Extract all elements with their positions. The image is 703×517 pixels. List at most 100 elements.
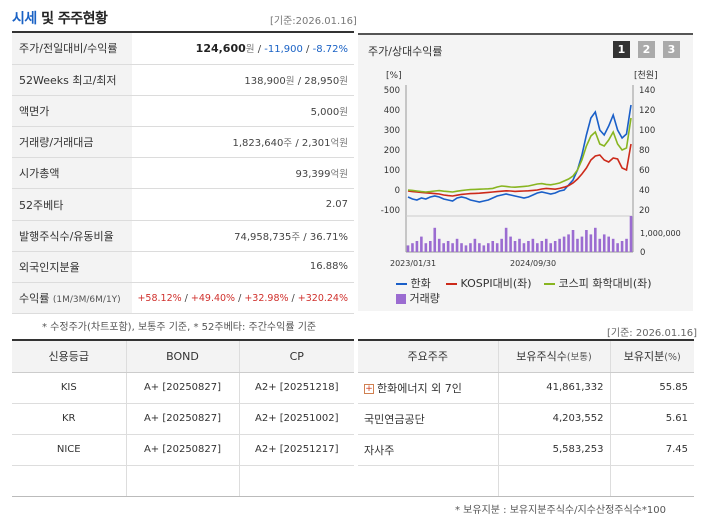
ownership-pct: 7.45 bbox=[610, 434, 694, 466]
row-label: 수익률 (1M/3M/6M/1Y) bbox=[12, 282, 132, 315]
empty-cell bbox=[610, 465, 694, 497]
value: 1,823,640 bbox=[232, 138, 284, 150]
row-label: 시가총액 bbox=[12, 157, 132, 190]
holder-name-cell: + 한화에너지 외 7인 bbox=[358, 372, 499, 404]
volume-bar bbox=[567, 234, 570, 252]
table-row: 액면가 5,000원 bbox=[12, 95, 354, 128]
left-tick-label: 100 bbox=[384, 166, 400, 176]
separator: / bbox=[302, 44, 313, 56]
volume-bar bbox=[585, 230, 588, 252]
title-main: 시세 bbox=[12, 11, 37, 27]
value: 16.88% bbox=[309, 261, 348, 273]
row-label: 발행주식수/유동비율 bbox=[12, 220, 132, 252]
table-row: 거래량/거래대금 1,823,640주 / 2,301억원 bbox=[12, 126, 354, 159]
table-row: KIS A+ [20250827] A2+ [20251218] bbox=[12, 372, 354, 404]
chart-page-3-button[interactable]: 3 bbox=[663, 41, 680, 58]
stock-chart: [%] [천원]5004003002001000-1001401201008060… bbox=[381, 70, 681, 268]
value: 36.71% bbox=[309, 231, 348, 243]
chart-page-1-button[interactable]: 1 bbox=[613, 41, 630, 58]
table-row: 시가총액 93,399억원 bbox=[12, 157, 354, 190]
cp-rating: A2+ [20251217] bbox=[239, 434, 354, 466]
bond-rating: A+ [20250827] bbox=[126, 434, 240, 466]
volume-bar bbox=[451, 243, 454, 252]
table-row: 자사주 5,583,253 7.45 bbox=[358, 434, 694, 466]
column-header: BOND bbox=[126, 341, 240, 373]
value: 93,399 bbox=[295, 169, 331, 181]
volume-bar bbox=[540, 241, 544, 252]
shares: 41,861,332 bbox=[498, 372, 611, 404]
value-cell: 2.07 bbox=[132, 188, 354, 221]
volume-bar bbox=[558, 238, 561, 252]
table-row bbox=[12, 465, 354, 497]
holder-name: 국민연금공단 bbox=[358, 403, 499, 435]
holder-name: 자사주 bbox=[358, 434, 499, 466]
empty-cell bbox=[358, 465, 499, 497]
volume-bar bbox=[433, 227, 437, 252]
price-note: * 수정주가(차트포함), 보통주 기준, * 52주베타: 주간수익률 기준 bbox=[42, 322, 317, 333]
table-header-row: 주요주주 보유주식수(보통) 보유지분(%) bbox=[358, 341, 694, 373]
volume-bar bbox=[406, 245, 410, 252]
legend-label: 한화 bbox=[410, 277, 431, 290]
table-row bbox=[358, 465, 694, 497]
holders-note: * 보유지분 : 보유지분주식수/지수산정주식수*100 bbox=[455, 505, 666, 516]
left-tick-label: 500 bbox=[384, 86, 400, 96]
value-cell: 138,900원 / 28,950원 bbox=[132, 64, 354, 96]
volume-bar bbox=[442, 243, 445, 252]
title-rest: 및 주주현황 bbox=[36, 11, 108, 27]
expand-icon[interactable]: + bbox=[364, 383, 374, 394]
column-header: 보유지분(%) bbox=[610, 341, 694, 373]
unit: 억원 bbox=[330, 138, 348, 150]
volume-bar bbox=[513, 241, 517, 252]
return-1y: +320.24% bbox=[297, 292, 348, 304]
volume-bar bbox=[580, 236, 584, 252]
header-text: 보유주식수 bbox=[516, 350, 567, 364]
section-title: 시세 및 주주현황 bbox=[12, 8, 108, 28]
legend-swatch bbox=[544, 283, 555, 285]
price-cell: 124,600원 / -11,900 / -8.72% bbox=[132, 33, 354, 65]
volume-bar bbox=[424, 243, 428, 252]
left-tick-label: -100 bbox=[381, 206, 400, 216]
x-tick-label: 2023/01/31 bbox=[390, 259, 436, 268]
right-tick-label: 40 bbox=[639, 186, 650, 196]
price-table: 주가/전일대비/수익률 124,600원 / -11,900 / -8.72% … bbox=[12, 33, 354, 315]
credit-rating-table: 신용등급 BOND CP KIS A+ [20250827] A2+ [202512… bbox=[12, 341, 354, 497]
column-header: 보유주식수(보통) bbox=[498, 341, 611, 373]
reference-date: [기준:2026.01.16] bbox=[270, 16, 357, 27]
volume-bar bbox=[411, 243, 414, 252]
volume-bar bbox=[562, 236, 566, 252]
volume-bar bbox=[518, 238, 521, 252]
row-label: 거래량/거래대금 bbox=[12, 126, 132, 159]
separator: / bbox=[288, 292, 298, 304]
holder-name[interactable]: 한화에너지 외 7인 bbox=[377, 381, 462, 395]
return-3m: +49.40% bbox=[190, 292, 236, 304]
table-row: 52Weeks 최고/최저 138,900원 / 28,950원 bbox=[12, 64, 354, 96]
row-label-sub: (1M/3M/6M/1Y) bbox=[52, 295, 121, 306]
chart-page-2-button[interactable]: 2 bbox=[638, 41, 655, 58]
volume-bar bbox=[594, 227, 597, 252]
header-unit: (%) bbox=[664, 352, 681, 364]
volume-bar bbox=[602, 234, 606, 252]
table-row: 수익률 (1M/3M/6M/1Y) +58.12% / +49.40% / +3… bbox=[12, 282, 354, 315]
separator: / bbox=[294, 75, 305, 87]
column-header: CP bbox=[239, 341, 354, 373]
volume-bar bbox=[536, 243, 539, 252]
empty-cell bbox=[498, 465, 611, 497]
change-rate: -8.72% bbox=[312, 44, 348, 56]
left-tick-label: 0 bbox=[395, 186, 400, 196]
left-tick-label: 200 bbox=[384, 146, 400, 156]
volume-bar bbox=[527, 241, 530, 252]
right-axis-unit: [천원] bbox=[634, 70, 658, 81]
right-tick-label: 20 bbox=[639, 206, 650, 216]
column-header: 신용등급 bbox=[12, 341, 127, 373]
volume-bar bbox=[611, 238, 615, 252]
separator: / bbox=[254, 44, 265, 56]
bottom-divider bbox=[12, 496, 694, 497]
empty-cell bbox=[12, 465, 127, 497]
separator: / bbox=[235, 292, 245, 304]
ownership-pct: 5.61 bbox=[610, 403, 694, 435]
volume-bar bbox=[549, 243, 553, 252]
unit: 주 bbox=[291, 231, 301, 243]
row-label: 52Weeks 최고/최저 bbox=[12, 64, 132, 96]
row-label: 주가/전일대비/수익률 bbox=[12, 33, 132, 65]
table-row: NICE A+ [20250827] A2+ [20251217] bbox=[12, 434, 354, 466]
